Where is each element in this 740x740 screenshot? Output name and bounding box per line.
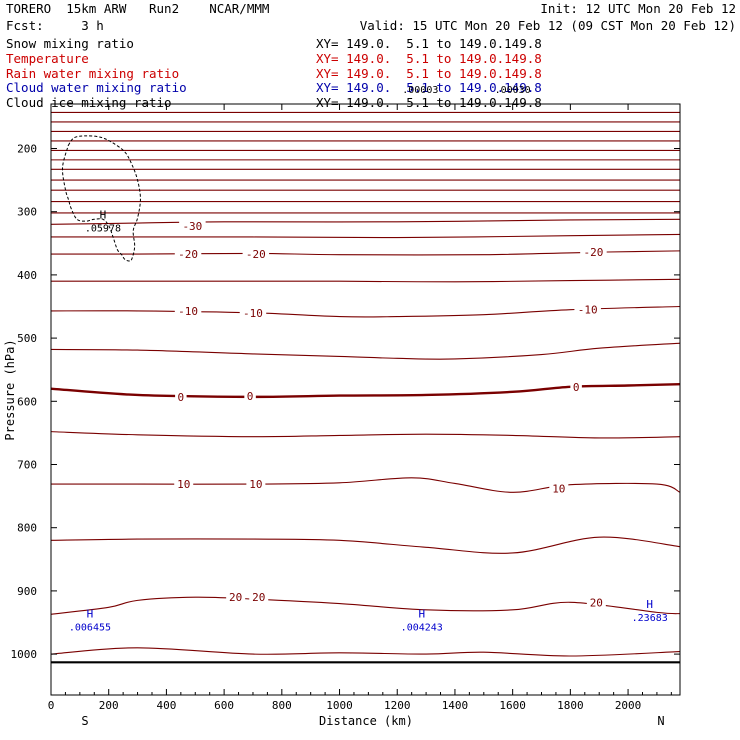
plot-frame xyxy=(50,103,681,696)
contour-label-bg xyxy=(246,477,266,491)
contour-label: -20 xyxy=(246,248,266,261)
contour-label-bg xyxy=(174,303,202,317)
isotherm-line xyxy=(50,218,681,225)
isotherm-line xyxy=(50,596,681,615)
y-tick-label: 600 xyxy=(17,395,37,408)
y-tick-label: 1000 xyxy=(11,648,38,661)
valid-time: Valid: 15 UTC Mon 20 Feb 12 (09 CST Mon … xyxy=(359,18,736,33)
x-tick-label: 200 xyxy=(99,699,119,712)
contour-label: -10 xyxy=(243,307,263,320)
contour-label-bg xyxy=(239,305,267,319)
x-tick-label: 1600 xyxy=(499,699,526,712)
extremum-value: .004243 xyxy=(401,622,443,633)
isotherm-line xyxy=(50,431,681,439)
contour-label: 20 xyxy=(229,591,242,604)
top-value-label: .00030 xyxy=(495,85,531,96)
extremum-marker: H xyxy=(646,598,653,611)
extremum-value: .23683 xyxy=(632,613,668,624)
field-name-rain: Rain water mixing ratio xyxy=(6,66,180,81)
isotherm-line xyxy=(51,477,681,493)
top-value-label: .00003 xyxy=(402,85,438,96)
x-tick-label: 800 xyxy=(272,699,292,712)
isotherm-zero-line xyxy=(50,383,681,399)
contour-label: 20 xyxy=(590,596,603,609)
y-tick-label: 800 xyxy=(17,522,37,535)
contour-label-bg xyxy=(249,590,269,604)
extremum-value: .05978 xyxy=(85,224,121,235)
field-xy-rain: XY= 149.0. 5.1 to 149.0.149.8 xyxy=(316,66,542,81)
axes: 0 200 400 600 800 1000 1200 1400 1600 1800 2000200… xyxy=(11,103,681,712)
contour-label-bg xyxy=(175,389,187,403)
contour-label-bg xyxy=(549,481,569,495)
snow-contour-line xyxy=(61,135,141,262)
contour-label-bg xyxy=(586,595,606,609)
x-tick-label: 1400 xyxy=(442,699,469,712)
extremum-value: .006455 xyxy=(69,622,111,633)
contour-label: -20 xyxy=(178,248,198,261)
x-tick-label: 0 xyxy=(48,699,55,712)
contour-label-bg xyxy=(570,379,582,393)
isotherm-line xyxy=(50,536,681,554)
contour-label-bg xyxy=(174,247,202,261)
y-tick-label: 300 xyxy=(17,206,37,219)
isotherm-line xyxy=(50,233,681,239)
x-end-label-south: S xyxy=(81,714,88,728)
x-tick-label: 2000 xyxy=(615,699,642,712)
x-tick-label: 1000 xyxy=(326,699,353,712)
isotherm-line xyxy=(50,305,681,318)
contour-label-bg xyxy=(574,302,601,316)
extrema-markers: H .05978 H .006455 H .004243 H .23683 xyxy=(69,209,668,634)
contour-label: -10 xyxy=(178,305,198,318)
contour-label: 0 xyxy=(573,381,580,394)
contour-label-bg xyxy=(226,590,246,604)
contour-label: 10 xyxy=(249,478,262,491)
contour-label: 0 xyxy=(247,390,254,403)
contour-label: -10 xyxy=(578,304,598,317)
contour-label-bg xyxy=(244,389,256,403)
init-time: Init: 12 UTC Mon 20 Feb 12 xyxy=(540,1,736,16)
field-name-temperature: Temperature xyxy=(6,51,89,66)
contour-label: -30 xyxy=(182,220,202,233)
contour-label-bg xyxy=(580,245,607,259)
x-tick-label: 400 xyxy=(156,699,176,712)
field-xy-cloudice: XY= 149.0. 5.1 to 149.0.149.8 xyxy=(316,95,542,110)
x-axis-label: Distance (km) xyxy=(319,714,413,728)
x-tick-label: 600 xyxy=(214,699,234,712)
extremum-marker: H xyxy=(100,209,107,222)
y-tick-label: 700 xyxy=(17,459,37,472)
contour-label: 0 xyxy=(178,391,185,404)
field-name-snow: Snow mixing ratio xyxy=(6,36,134,51)
field-name-cloudice: Cloud ice mixing ratio xyxy=(6,95,172,110)
field-xy-snow: XY= 149.0. 5.1 to 149.0.149.8 xyxy=(316,36,542,51)
contour-label-bg xyxy=(174,477,194,491)
isotherm-line xyxy=(50,342,681,360)
y-tick-label: 200 xyxy=(17,143,37,156)
y-tick-label: 400 xyxy=(17,269,37,282)
contour-label: 20 xyxy=(252,591,265,604)
forecast-hour: Fcst: 3 h xyxy=(6,18,104,33)
field-xy-cloudwater: XY= 149.0. 5.1 to 149.0.149.8 xyxy=(316,80,542,95)
x-tick-label: 1200 xyxy=(384,699,411,712)
contour-label: 10 xyxy=(552,483,565,496)
isotherm-line xyxy=(50,278,681,283)
x-end-label-north: N xyxy=(657,714,664,728)
x-tick-label: 1800 xyxy=(557,699,584,712)
temperature-contours xyxy=(50,111,681,664)
extremum-marker: H xyxy=(418,607,425,620)
contour-label: 10 xyxy=(177,478,190,491)
contour-labels: -30 -20 -20 -20 -10 -10 -10 0 0 0 10 10 10 20 20 20 .000… xyxy=(174,85,607,609)
extremum-marker: H xyxy=(87,607,94,620)
isotherm-line xyxy=(50,647,681,657)
y-tick-label: 900 xyxy=(17,585,37,598)
y-tick-label: 500 xyxy=(17,332,37,345)
contour-label: -20 xyxy=(584,246,604,259)
model-title: TORERO 15km ARW Run2 NCAR/MMM xyxy=(6,1,270,16)
field-name-cloudwater: Cloud water mixing ratio xyxy=(6,80,187,95)
field-xy-temperature: XY= 149.0. 5.1 to 149.0.149.8 xyxy=(316,51,542,66)
snow-mixing-ratio-contour xyxy=(61,135,141,262)
contour-label-bg xyxy=(242,247,270,261)
y-axis-label: Pressure (hPa) xyxy=(3,339,17,440)
contour-label-bg xyxy=(179,219,206,233)
